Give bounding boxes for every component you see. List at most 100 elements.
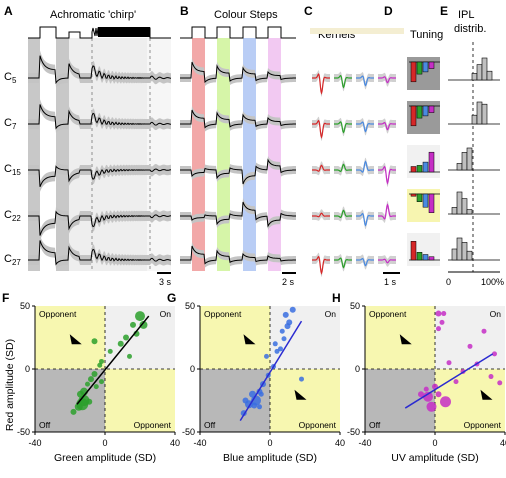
scatter-point: [279, 328, 285, 334]
quadrant-opponent-bottom-right: [105, 369, 175, 432]
kernel-trace: [355, 75, 375, 87]
tuning-bar: [428, 256, 435, 261]
tuning-bar: [428, 151, 435, 173]
scatter-point: [99, 358, 104, 364]
kernel-trace: [311, 73, 331, 95]
ipl-hist-bar: [451, 207, 458, 215]
scatter-point: [272, 341, 278, 347]
chirp-pre-band: [28, 38, 40, 271]
chirp-trace-confidence-band: [28, 161, 171, 192]
step-mean-trace: [180, 61, 296, 84]
tuning-bar: [410, 241, 417, 261]
kernel-confidence-band: [356, 72, 374, 90]
scatter-point: [74, 402, 83, 411]
quadrant-label-off: Off: [39, 420, 51, 430]
x-tick-label: -40: [193, 438, 206, 448]
scatter-point: [107, 348, 113, 354]
cluster-label-c27: C27: [4, 253, 21, 267]
kernel-trace: [333, 209, 353, 219]
kernel-confidence-band: [334, 71, 352, 92]
quadrant-label-off: Off: [369, 420, 381, 430]
colour-step-band: [268, 38, 281, 271]
scatter-point: [467, 343, 473, 349]
scatter-point: [258, 391, 264, 397]
quadrant-label-opponent: Opponent: [299, 420, 337, 430]
quadrant-label-on: On: [160, 309, 172, 319]
x-tick-label: 40: [335, 438, 345, 448]
scatter-panel-f: 50 0 -50-40 0 40 Opponent On Off Opponent F Green …: [2, 291, 180, 464]
step-mean-trace: [180, 158, 296, 185]
scatter-point: [97, 362, 103, 368]
step-mean-trace: [180, 201, 296, 228]
scatter-point: [251, 402, 258, 409]
x-tick-label: -40: [28, 438, 41, 448]
tuning-bar: [416, 252, 423, 261]
highlight-arrow: [399, 334, 412, 345]
x-tick-label: 0: [102, 438, 107, 448]
scatter-point: [88, 376, 94, 383]
scatter-panel-h: 50 0 -50-40 0 40 Opponent On Off Opponent H UV amp…: [332, 291, 506, 464]
chirp-frequency-sweep: [98, 27, 150, 37]
colour-step-band: [192, 38, 205, 271]
scatter-point: [423, 386, 429, 392]
scatter-point: [497, 380, 503, 386]
kernel-trace: [355, 121, 375, 133]
chirp-mean-trace: [28, 55, 172, 85]
scatter-point: [91, 371, 98, 378]
kernel-trace: [333, 163, 353, 173]
kernel-trace: [377, 76, 397, 84]
scatter-point: [91, 338, 98, 345]
tuning-bar: [422, 161, 429, 173]
ipl-hist-bar: [451, 248, 458, 261]
kernel-confidence-band: [356, 254, 374, 270]
quadrant-opponent-top-left: [200, 306, 270, 369]
cluster-label-c7: C7: [4, 117, 17, 131]
scatter-point: [423, 391, 433, 402]
tuning-bar: [416, 105, 423, 119]
kernel-trace: [377, 258, 396, 264]
kernel-confidence-band: [334, 117, 352, 137]
kernel-trace: [355, 212, 375, 227]
panel-a-chirp: 3 s: [28, 26, 172, 287]
panel-e-ipl-distribution: 0 100%: [446, 42, 504, 287]
kernel-confidence-band: [334, 160, 352, 176]
chirp-mean-trace: [28, 165, 172, 187]
kernel-confidence-band: [378, 255, 396, 267]
ipl-axis-max: 100%: [481, 277, 504, 287]
quadrant-label-opponent: Opponent: [464, 420, 502, 430]
scatter-point: [418, 391, 424, 398]
panel-e-title-line1: IPL: [458, 9, 475, 21]
quadrant-label-opponent: Opponent: [134, 420, 172, 430]
panel-letter-e: E: [440, 4, 448, 18]
kernel-trace: [377, 165, 397, 185]
scatter-point: [135, 311, 145, 322]
panel-letter: G: [167, 291, 176, 305]
regression-line: [76, 315, 150, 405]
scatter-point: [278, 346, 283, 352]
colour-step-response-traces: [180, 58, 296, 268]
cluster-label-c15: C15: [4, 163, 21, 177]
scatter-point: [441, 311, 447, 317]
tuning-bar: [422, 105, 429, 117]
scatter-point: [488, 374, 494, 380]
y-tick-label: -50: [347, 427, 360, 437]
regression-line: [404, 353, 494, 409]
x-tick-label: 0: [267, 438, 272, 448]
chirp-mean-trace: [28, 240, 172, 266]
tuning-bar: [410, 193, 417, 197]
kernel-trace: [311, 255, 331, 275]
x-axis-label: Blue amplitude (SD): [223, 452, 317, 464]
tuning-bar: [410, 61, 417, 83]
x-tick-label: 40: [500, 438, 506, 448]
highlight-arrow: [294, 389, 307, 400]
panel-e-title-line2: distrib.: [454, 23, 486, 35]
kernel-trace: [311, 119, 331, 139]
quadrant-label-off: Off: [204, 420, 216, 430]
panel-d-title: Tuning: [410, 29, 443, 41]
tuning-bar: [410, 105, 417, 127]
ipl-hist-bar: [456, 237, 463, 261]
quadrant-opponent-top-left: [35, 306, 105, 369]
scatter-point: [257, 404, 262, 410]
panel-letter: H: [332, 291, 341, 305]
ipl-hist-bar: [481, 57, 488, 81]
